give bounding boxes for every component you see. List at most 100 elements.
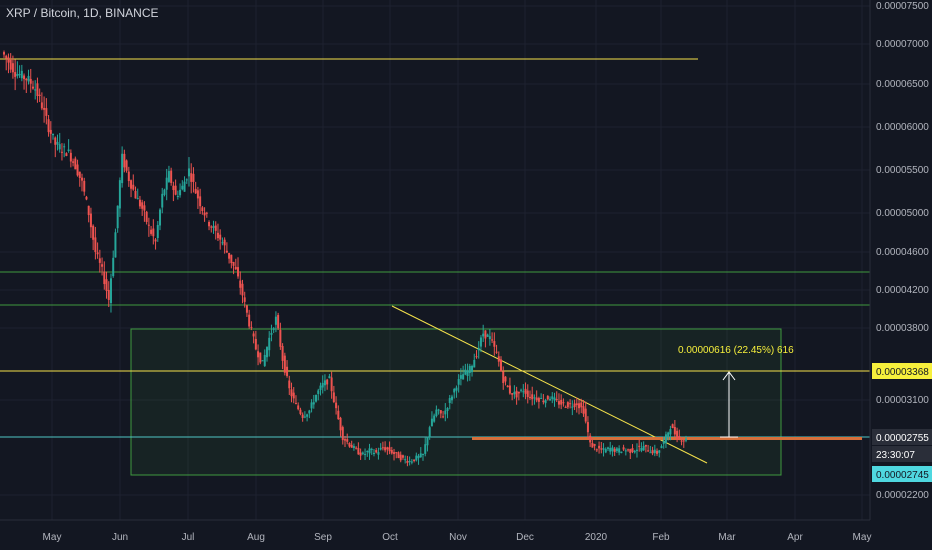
candle [439,409,442,419]
candle [176,190,179,200]
candle-body [662,441,665,444]
candle-body [263,354,266,366]
candle-body [500,359,503,372]
candle-body [281,346,284,361]
candle-body [78,171,81,178]
candle-body [537,398,540,402]
candle [466,363,469,382]
candles-layer [3,50,687,467]
candle-body [105,279,108,291]
candle [393,448,396,461]
candle [225,242,228,254]
candle [678,429,681,441]
candle [317,388,320,401]
candle-body [344,439,346,441]
candle-body [152,228,155,237]
time-tick-label: 2020 [585,532,608,543]
candle [528,390,531,400]
price-axis[interactable]: 0.00007500 0.00007000 0.00006500 0.00006000… [869,0,929,520]
candle [515,386,518,405]
candle [557,393,560,409]
candle [38,88,41,103]
candle-body [183,181,186,192]
candle [406,455,409,467]
candle-body [424,444,427,454]
candle-body [600,448,603,450]
candle [265,346,268,362]
candle [473,353,476,368]
candle [401,454,404,460]
candle [430,411,433,427]
candle [94,226,97,260]
candle-body [272,328,275,330]
candle-body [103,271,106,285]
candle-body [377,452,380,455]
candle [571,400,574,416]
candle [123,149,126,173]
candle [526,384,529,404]
candle [194,181,197,195]
candle [379,443,382,451]
candle-body [647,450,650,452]
candle-body [299,409,302,414]
candle-body [580,402,583,408]
candle [150,225,153,236]
candle-body [442,416,445,418]
candle [569,399,572,409]
chart-drawings[interactable]: 0.00000616 (22.45%) 616 [0,58,870,476]
time-tick-label: Jul [182,532,195,543]
candle [562,398,565,407]
candle-body [36,83,39,96]
candle-body [444,410,447,415]
candle [40,92,43,111]
candle-body [335,402,338,409]
candle-body [495,351,498,353]
candle-body [493,341,496,347]
candle [638,439,641,452]
candle-body [252,333,255,337]
candle-body [560,399,563,405]
candle-body [473,359,476,368]
range-box [130,328,782,476]
candle [595,448,598,453]
candle [520,388,523,393]
candle [145,210,148,225]
candle-body [417,455,420,459]
candle-body [631,448,634,452]
candle [56,134,59,151]
low-price-badge-bg [872,466,932,482]
candle [656,448,659,456]
candle [14,59,17,91]
candle-body [644,444,647,447]
candle [306,413,309,422]
candle-body [147,224,150,226]
candle-body [330,377,333,392]
candle-body [464,369,467,375]
candle-body [618,448,621,453]
candle-body [5,55,8,59]
candle-body [121,153,124,184]
candle [245,304,248,317]
candle [573,399,576,411]
candle-body [502,371,505,383]
candle-body [546,395,549,400]
candle-body [540,397,543,399]
candle [250,321,253,331]
candle [644,444,647,453]
candle-body [248,314,251,327]
candle [372,448,375,457]
candle [468,363,471,381]
candle-body [43,107,46,110]
candle-body [479,337,482,347]
candle [620,451,623,454]
candle [566,401,569,409]
candle-body [141,202,144,209]
candle [29,68,32,93]
candle [190,163,193,194]
time-tick-label: Mar [718,532,736,543]
candle [479,335,482,353]
time-axis[interactable]: May Jun Jul Aug Sep Oct Nov Dec 2020 Feb Mar Apr May [0,519,871,543]
candle [357,442,360,455]
candle-body [245,305,248,313]
